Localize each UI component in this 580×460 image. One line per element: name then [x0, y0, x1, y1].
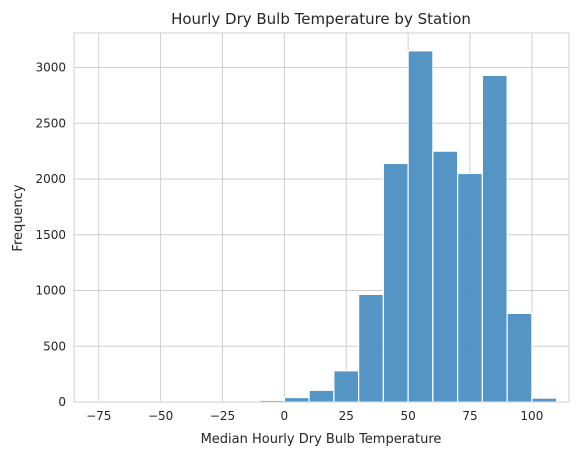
- bars-layer: [86, 51, 556, 402]
- histogram-bar-8: [284, 398, 309, 402]
- x-tick-label-5: 50: [400, 409, 415, 423]
- x-tick-label-0: −75: [86, 409, 111, 423]
- y-axis-label: Frequency: [11, 184, 26, 251]
- x-tick-label-2: −25: [210, 409, 235, 423]
- histogram-bar-14: [433, 151, 458, 402]
- histogram-bar-15: [458, 173, 483, 402]
- x-tick-label-1: −50: [148, 409, 173, 423]
- histogram-bar-11: [359, 294, 384, 402]
- histogram-bar-9: [309, 390, 334, 402]
- x-tick-label-3: 0: [281, 409, 289, 423]
- y-tick-label-1: 500: [43, 339, 66, 353]
- histogram-bar-18: [532, 398, 557, 402]
- histogram-bar-12: [383, 163, 408, 402]
- histogram-bar-17: [507, 313, 532, 402]
- histogram-bar-10: [334, 371, 359, 402]
- y-tick-label-2: 1000: [35, 284, 66, 298]
- histogram-bar-16: [482, 75, 507, 402]
- x-tick-label-7: 100: [520, 409, 543, 423]
- x-axis-label: Median Hourly Dry Bulb Temperature: [201, 432, 442, 447]
- y-tick-label-5: 2500: [35, 116, 66, 130]
- y-tick-label-6: 3000: [35, 61, 66, 75]
- y-tick-label-4: 2000: [35, 172, 66, 186]
- histogram-bar-13: [408, 51, 433, 402]
- y-tick-label-0: 0: [58, 395, 66, 409]
- x-tick-label-6: 75: [462, 409, 477, 423]
- chart-title: Hourly Dry Bulb Temperature by Station: [171, 10, 471, 28]
- y-tick-label-3: 1500: [35, 228, 66, 242]
- x-tick-label-4: 25: [339, 409, 354, 423]
